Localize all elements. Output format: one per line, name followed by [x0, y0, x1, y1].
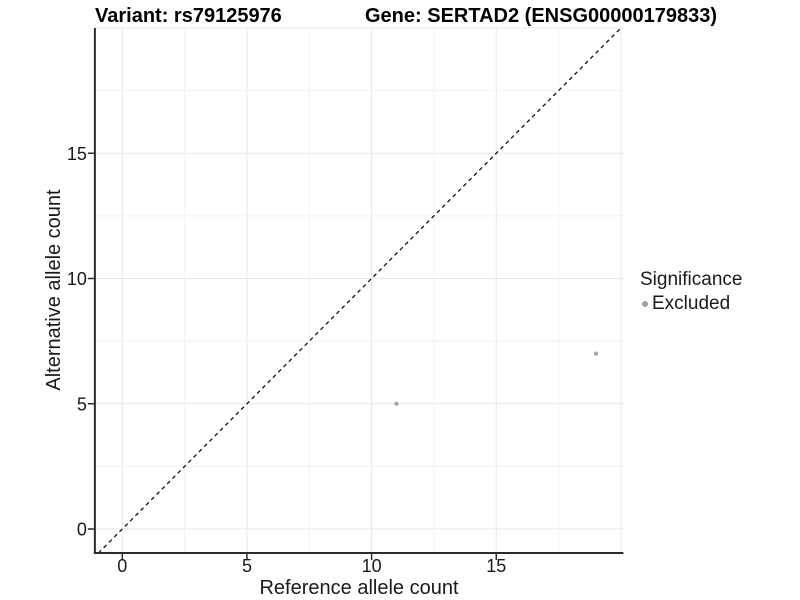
x-tick-label: 15	[486, 556, 506, 576]
y-axis-title: Alternative allele count	[43, 189, 65, 391]
y-tick-label: 15	[67, 144, 87, 164]
gene-title: Gene: SERTAD2 (ENSG00000179833)	[365, 5, 718, 27]
variant-title: Variant: rs79125976	[95, 5, 282, 27]
x-tick-label: 0	[117, 556, 127, 576]
y-tick-label: 0	[77, 520, 87, 540]
identity-line	[97, 27, 622, 554]
data-point	[394, 401, 399, 406]
excluded-point-icon	[642, 300, 648, 307]
x-tick-label: 5	[242, 556, 252, 576]
data-point	[593, 351, 599, 356]
legend-title: Significance	[640, 269, 743, 290]
x-axis-title: Reference allele count	[259, 577, 459, 599]
legend-item-label: Excluded	[652, 293, 731, 314]
y-tick-label: 5	[77, 394, 87, 414]
legend-item-excluded: Excluded	[640, 292, 742, 315]
legend: Significance Excluded	[640, 268, 742, 315]
x-tick-label: 10	[362, 556, 382, 576]
y-tick-label: 10	[67, 269, 87, 289]
